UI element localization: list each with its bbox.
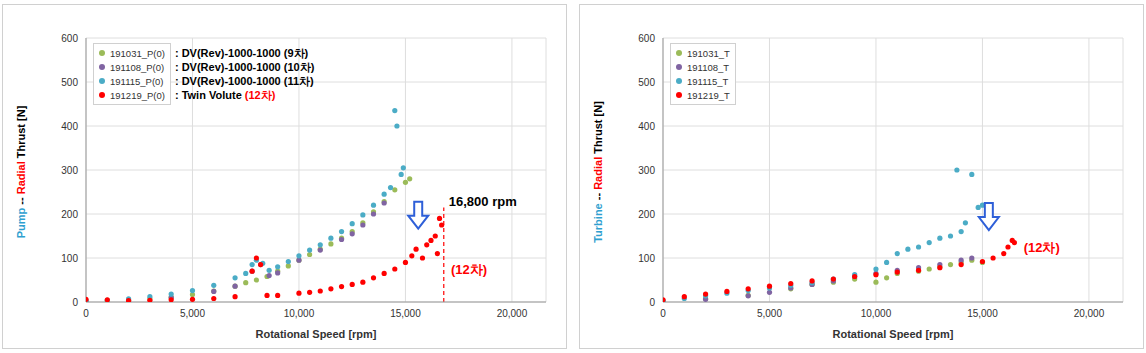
svg-text:500: 500: [61, 77, 78, 88]
html-text:191115_P(0): 191115_P(0): [110, 75, 164, 87]
svg-text:Rotational Speed [rpm]: Rotational Speed [rpm]: [255, 328, 376, 340]
html-text:191031_T: 191031_T: [687, 47, 730, 59]
html-text:: DV(Rev)-1000-1000 (11차): : DV(Rev)-1000-1000 (11차): [174, 75, 314, 87]
svg-text:20,000: 20,000: [497, 308, 528, 319]
html-text:191031_P(0): 191031_P(0): [110, 47, 165, 59]
svg-text:400: 400: [638, 121, 655, 132]
svg-text:0: 0: [660, 308, 666, 319]
svg-text:100: 100: [638, 253, 655, 264]
svg-text:16,800 rpm: 16,800 rpm: [449, 194, 517, 209]
svg-text:(12차): (12차): [1024, 240, 1060, 255]
html-text:191108_T: 191108_T: [687, 61, 730, 73]
svg-text:(12차): (12차): [451, 262, 487, 277]
html-text:Radial: Radial: [592, 156, 604, 190]
html-text:Pump: Pump: [15, 207, 27, 239]
html-text:Thrust [N]: Thrust [N]: [15, 105, 27, 162]
svg-text:400: 400: [61, 121, 78, 132]
svg-text:10,000: 10,000: [284, 308, 315, 319]
svg-text:15,000: 15,000: [390, 308, 421, 319]
svg-text:0: 0: [649, 297, 655, 308]
html-text:: Twin Volute (12차): : Twin Volute (12차): [174, 89, 276, 101]
svg-text:300: 300: [61, 165, 78, 176]
svg-text:200: 200: [638, 209, 655, 220]
html-text:191115_T: 191115_T: [687, 75, 729, 87]
html-text:Turbine: Turbine: [592, 203, 604, 243]
svg-text:5,000: 5,000: [180, 308, 205, 319]
svg-text:0: 0: [72, 297, 78, 308]
svg-text:200: 200: [61, 209, 78, 220]
svg-text:600: 600: [61, 33, 78, 44]
svg-text:500: 500: [638, 77, 655, 88]
svg-text:20,000: 20,000: [1074, 308, 1105, 319]
svg-text:10,000: 10,000: [861, 308, 892, 319]
svg-text:15,000: 15,000: [967, 308, 998, 319]
html-text:: DV(Rev)-1000-1000 (10차): : DV(Rev)-1000-1000 (10차): [174, 61, 315, 73]
html-text:Thrust [N]: Thrust [N]: [592, 101, 604, 157]
svg-text:Rotational Speed [rpm]: Rotational Speed [rpm]: [832, 328, 953, 340]
svg-text:0: 0: [83, 308, 89, 319]
html-text:Radial: Radial: [15, 161, 27, 195]
html-text:191219_T: 191219_T: [687, 89, 730, 101]
html-text:191108_P(0): 191108_P(0): [110, 61, 165, 73]
html-text:: DV(Rev)-1000-1000 (9차): : DV(Rev)-1000-1000 (9차): [174, 47, 309, 59]
svg-text:600: 600: [638, 33, 655, 44]
svg-text:300: 300: [638, 165, 655, 176]
svg-text:100: 100: [61, 253, 78, 264]
html-text:191219_P(0): 191219_P(0): [110, 89, 165, 101]
svg-text:5,000: 5,000: [757, 308, 782, 319]
